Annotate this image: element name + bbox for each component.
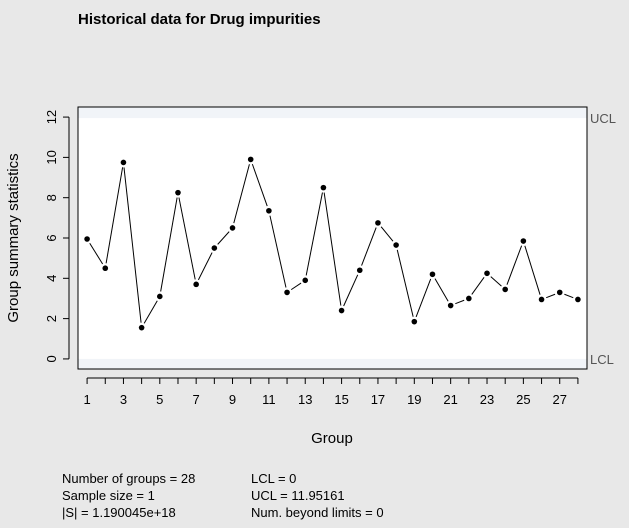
data-point bbox=[247, 156, 254, 163]
series-segment bbox=[143, 300, 158, 324]
series-segment bbox=[217, 231, 230, 245]
series-segment bbox=[269, 215, 287, 288]
data-point bbox=[102, 265, 109, 272]
x-tick-label: 7 bbox=[193, 392, 200, 407]
series-segment bbox=[251, 163, 268, 207]
x-tick-label: 17 bbox=[371, 392, 385, 407]
series-segment bbox=[380, 226, 394, 242]
x-tick-label: 3 bbox=[120, 392, 127, 407]
series-segment bbox=[455, 299, 465, 305]
data-point bbox=[175, 189, 181, 196]
data-point bbox=[484, 270, 490, 277]
x-tick-label: 13 bbox=[298, 392, 312, 407]
y-tick-label: 10 bbox=[44, 150, 59, 164]
series-segment bbox=[89, 242, 104, 265]
data-point bbox=[157, 293, 163, 300]
series-segment bbox=[471, 277, 485, 295]
data-point bbox=[120, 159, 127, 166]
series-segment bbox=[506, 245, 523, 285]
data-point bbox=[502, 286, 508, 293]
series-segment bbox=[290, 282, 302, 291]
series-segment bbox=[197, 252, 213, 281]
data-point bbox=[229, 225, 236, 231]
stat-beyond-limits: Num. beyond limits = 0 bbox=[251, 505, 384, 520]
y-axis-label: Group summary statistics bbox=[5, 153, 22, 322]
series-segment bbox=[178, 197, 196, 280]
series-segment bbox=[490, 276, 502, 287]
data-point bbox=[338, 307, 345, 314]
x-axis: 1 3 5 7 9 11 13 15 17 19 21 23 25 27 bbox=[83, 377, 579, 407]
series-segment bbox=[524, 245, 541, 295]
x-tick-label: 19 bbox=[407, 392, 421, 407]
series-segment bbox=[361, 227, 377, 266]
y-tick-label: 12 bbox=[44, 110, 59, 124]
stat-sample-size: Sample size = 1 bbox=[62, 488, 155, 503]
stat-determinant: |S| = 1.190045e+18 bbox=[62, 505, 176, 520]
series-segment bbox=[343, 274, 359, 307]
x-tick-label: 27 bbox=[552, 392, 566, 407]
stats-summary-left: Number of groups = 28 Sample size = 1 |S… bbox=[62, 470, 195, 521]
data-series bbox=[84, 156, 581, 331]
y-tick-label: 8 bbox=[44, 194, 59, 201]
series-segment bbox=[123, 167, 142, 323]
data-point bbox=[447, 302, 454, 309]
series-segment bbox=[415, 278, 432, 318]
y-axis: 0 2 4 6 8 10 12 bbox=[44, 110, 70, 363]
data-point bbox=[266, 207, 272, 214]
stat-number-of-groups: Number of groups = 28 bbox=[62, 471, 196, 486]
data-point bbox=[411, 318, 418, 325]
data-point bbox=[556, 289, 563, 296]
x-tick-label: 5 bbox=[156, 392, 163, 407]
stat-lcl: LCL = 0 bbox=[251, 471, 297, 486]
series-segment bbox=[434, 278, 449, 302]
data-point bbox=[320, 184, 327, 191]
data-point bbox=[84, 236, 90, 242]
data-point bbox=[375, 220, 381, 226]
x-axis-label: Group bbox=[311, 430, 353, 447]
data-point bbox=[393, 242, 399, 248]
series-segment bbox=[305, 192, 323, 276]
x-tick-label: 25 bbox=[516, 392, 530, 407]
series-segment bbox=[323, 192, 342, 306]
data-point bbox=[520, 238, 527, 244]
data-point bbox=[538, 296, 545, 303]
data-point bbox=[138, 324, 145, 331]
series-segment bbox=[546, 293, 556, 299]
data-point bbox=[575, 296, 581, 303]
data-point bbox=[302, 277, 309, 284]
x-tick-label: 15 bbox=[334, 392, 348, 407]
plot-area bbox=[77, 106, 588, 370]
limit-label-ucl: UCL bbox=[590, 111, 616, 126]
series-segment bbox=[564, 293, 574, 299]
limit-label-lcl: LCL bbox=[590, 352, 614, 367]
stat-ucl: UCL = 11.95161 bbox=[251, 488, 345, 503]
data-point bbox=[429, 271, 436, 278]
y-tick-label: 2 bbox=[44, 315, 59, 322]
y-tick-label: 4 bbox=[44, 275, 59, 282]
series-segment bbox=[233, 164, 250, 224]
y-tick-label: 6 bbox=[44, 234, 59, 241]
control-limits: UCL LCL bbox=[590, 111, 616, 367]
chart-title: Historical data for Drug impurities bbox=[78, 11, 321, 28]
limits-band bbox=[78, 118, 587, 359]
x-tick-label: 23 bbox=[480, 392, 494, 407]
series-segment bbox=[105, 167, 124, 264]
x-tick-label: 1 bbox=[83, 392, 90, 407]
x-tick-label: 11 bbox=[262, 392, 276, 407]
data-point bbox=[193, 281, 199, 288]
data-point bbox=[356, 267, 363, 274]
data-point bbox=[211, 245, 218, 251]
data-point bbox=[284, 289, 290, 296]
series-segment bbox=[396, 249, 414, 317]
series-segment bbox=[160, 197, 178, 292]
x-tick-label: 21 bbox=[443, 392, 457, 407]
y-tick-label: 0 bbox=[44, 355, 59, 362]
stats-summary-right: LCL = 0 UCL = 11.95161 Num. beyond limit… bbox=[251, 470, 384, 521]
data-point bbox=[466, 295, 472, 302]
x-tick-label: 9 bbox=[229, 392, 236, 407]
